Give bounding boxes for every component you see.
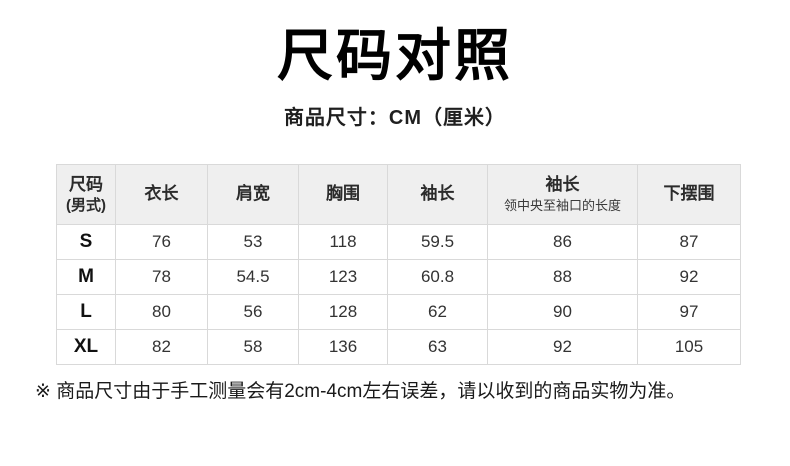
col-header-sleeve-full: 袖长 领中央至袖口的长度	[487, 164, 638, 225]
cell-length: 80	[115, 294, 208, 330]
cell-hem: 97	[637, 294, 741, 330]
cell-length: 82	[115, 329, 208, 365]
cell-shoulder: 58	[207, 329, 299, 365]
cell-shoulder: 56	[207, 294, 299, 330]
col-header-length: 衣长	[115, 164, 208, 225]
size-label: S	[56, 224, 116, 260]
col-header-sleeve: 袖长	[387, 164, 488, 225]
cell-chest: 136	[298, 329, 388, 365]
cell-chest: 123	[298, 259, 388, 295]
table-row-m: M 78 54.5 123 60.8 88 92	[56, 259, 741, 295]
size-label: L	[56, 294, 116, 330]
cell-hem: 87	[637, 224, 741, 260]
table-row-l: L 80 56 128 62 90 97	[56, 294, 741, 330]
col-header-sleeve-full-label: 袖长	[545, 175, 580, 194]
page-subtitle: 商品尺寸：CM（厘米）	[283, 107, 507, 129]
cell-sleeve-full: 88	[487, 259, 638, 295]
cell-chest: 118	[298, 224, 388, 260]
cell-sleeve: 60.8	[387, 259, 488, 295]
size-label: M	[56, 259, 116, 295]
cell-hem: 105	[637, 329, 741, 365]
col-header-size-sublabel: (男式)	[66, 196, 106, 214]
cell-sleeve: 59.5	[387, 224, 488, 260]
cell-chest: 128	[298, 294, 388, 330]
cell-shoulder: 53	[207, 224, 299, 260]
col-header-hem: 下摆围	[637, 164, 741, 225]
cell-sleeve-full: 90	[487, 294, 638, 330]
cell-sleeve: 63	[387, 329, 488, 365]
col-header-shoulder: 肩宽	[207, 164, 299, 225]
cell-length: 78	[115, 259, 208, 295]
col-header-sleeve-full-sublabel: 领中央至袖口的长度	[503, 198, 621, 214]
cell-sleeve-full: 86	[487, 224, 638, 260]
cell-shoulder: 54.5	[207, 259, 299, 295]
cell-hem: 92	[637, 259, 741, 295]
table-row-s: S 76 53 118 59.5 86 87	[56, 224, 741, 260]
col-header-chest: 胸围	[298, 164, 388, 225]
col-header-size-label: 尺码	[69, 174, 103, 194]
page-title: 尺码对照	[277, 24, 513, 87]
table-row-xl: XL 82 58 136 63 92 105	[56, 329, 741, 365]
cell-sleeve: 62	[387, 294, 488, 330]
cell-length: 76	[115, 224, 208, 260]
cell-sleeve-full: 92	[487, 329, 638, 365]
col-header-size: 尺码 (男式)	[56, 164, 116, 225]
size-table: 尺码 (男式) 衣长 肩宽 胸围 袖长 袖长 领中央至袖口的长度 下摆围 S 7…	[56, 164, 741, 365]
size-chart-page: 尺码对照 商品尺寸：CM（厘米） 尺码 (男式) 衣长 肩宽 胸围 袖长	[0, 22, 790, 466]
table-header-row: 尺码 (男式) 衣长 肩宽 胸围 袖长 袖长 领中央至袖口的长度 下摆围	[56, 164, 741, 225]
size-label: XL	[56, 329, 116, 365]
measurement-note: ※ 商品尺寸由于手工测量会有2cm-4cm左右误差，请以收到的商品实物为准。	[35, 381, 686, 402]
